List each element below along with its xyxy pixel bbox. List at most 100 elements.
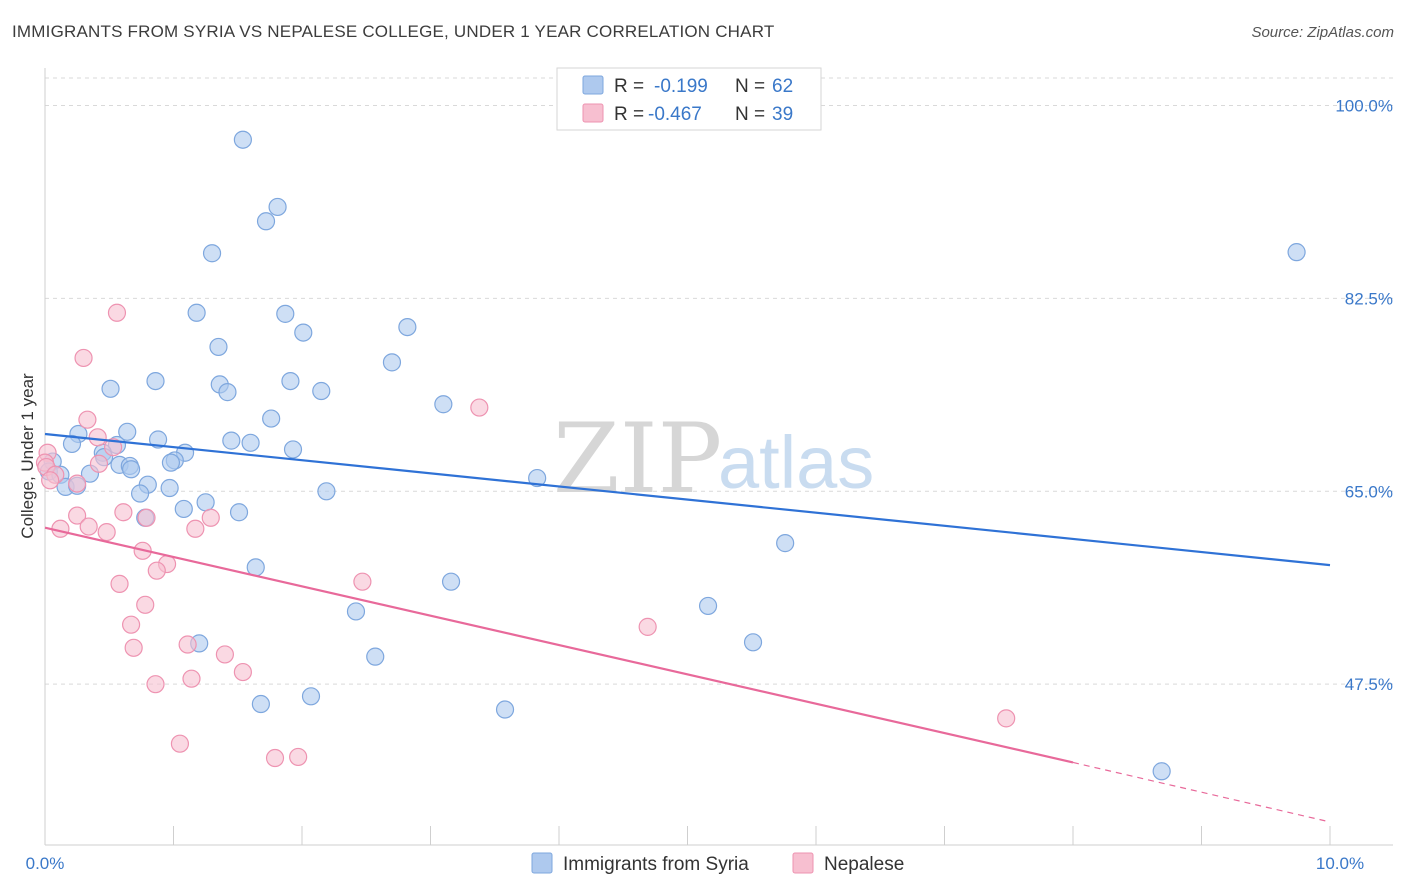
nepal-point <box>121 615 141 634</box>
legend-nepal-r-value: -0.467 <box>648 104 702 125</box>
legend-nepal-r-label: R = <box>614 104 644 125</box>
syria-point <box>528 468 547 488</box>
nepal-point <box>147 561 166 580</box>
syria-point <box>101 379 120 398</box>
nepal-point <box>233 662 252 682</box>
nepal-point <box>107 303 127 322</box>
nepal-trend-line <box>44 526 1074 764</box>
syria-point <box>161 453 181 472</box>
syria-point <box>233 130 252 149</box>
syria-point <box>218 383 237 402</box>
syria-point <box>398 317 417 337</box>
legend-syria-r-label: R = <box>614 76 644 97</box>
syria-point <box>209 337 228 357</box>
syria-point <box>130 484 150 503</box>
nepal-point <box>146 675 165 694</box>
x-tick-label-min: 0.0% <box>26 854 65 873</box>
nepal-point <box>68 506 87 525</box>
nepal-point <box>136 595 155 614</box>
syria-point <box>187 303 206 322</box>
legend-syria-swatch <box>582 75 604 95</box>
syria-point <box>174 499 193 519</box>
legend-nepal-n-value: 39 <box>772 104 793 125</box>
syria-point <box>62 434 82 454</box>
syria-point <box>283 440 303 459</box>
nepal-point <box>74 348 93 368</box>
syria-point <box>495 700 515 719</box>
bottom-legend-nepal-swatch <box>792 852 814 874</box>
nepal-point <box>289 747 308 767</box>
syria-point <box>1152 762 1171 781</box>
nepal-point <box>104 438 123 457</box>
nepal-point <box>78 410 97 429</box>
nepal-point <box>470 398 489 417</box>
nepal-point <box>89 454 109 473</box>
syria-point <box>262 409 281 428</box>
legend-nepal-swatch <box>582 103 604 123</box>
nepal-point <box>124 638 143 657</box>
nepal-point <box>97 522 116 542</box>
syria-point <box>441 572 461 591</box>
gridlines <box>45 77 1393 685</box>
syria-point <box>281 371 300 391</box>
syria-trend-line <box>44 432 1331 567</box>
legend-syria-n-label: N = <box>735 76 765 97</box>
nepal-point <box>638 617 657 636</box>
nepal-trend-extension <box>1072 761 1331 823</box>
syria-point <box>276 304 295 323</box>
nepal-point <box>178 635 197 654</box>
syria-point <box>346 602 366 621</box>
series-nepal-points <box>35 303 1016 768</box>
syria-point <box>229 503 249 522</box>
syria-point <box>434 395 453 414</box>
syria-point <box>241 433 260 452</box>
syria-point <box>743 633 763 652</box>
y-tick-labels: 47.5% 65.0% 82.5% 100.0% <box>1335 97 1393 695</box>
legend-syria-r-value: -0.199 <box>654 76 708 97</box>
syria-point <box>251 694 270 714</box>
syria-point <box>698 596 718 616</box>
syria-point <box>776 534 795 553</box>
syria-point <box>294 323 313 342</box>
syria-point <box>256 212 276 231</box>
source-label: Source: ZipAtlas.com <box>1251 24 1394 41</box>
nepal-point <box>182 669 201 688</box>
nepal-point <box>170 734 190 753</box>
bottom-legend: Immigrants from Syria Nepalese <box>531 852 904 875</box>
nepal-point <box>997 709 1016 728</box>
nepal-point <box>68 474 87 493</box>
bottom-legend-nepal-label: Nepalese <box>824 854 904 875</box>
x-tick-label-max: 10.0% <box>1316 854 1364 873</box>
syria-point <box>160 478 179 498</box>
y-axis-label: College, Under 1 year <box>18 373 37 539</box>
watermark-zip: ZIP <box>553 403 722 515</box>
nepal-point <box>215 645 234 664</box>
x-ticks <box>44 826 1331 845</box>
syria-point <box>121 460 141 479</box>
syria-point <box>301 687 321 706</box>
syria-point <box>1287 243 1306 262</box>
syria-point <box>196 493 215 512</box>
y-tick-label: 82.5% <box>1345 289 1393 308</box>
nepal-point <box>201 508 220 527</box>
syria-point <box>148 430 168 449</box>
syria-point <box>268 197 287 217</box>
nepal-point <box>265 748 285 768</box>
y-tick-label: 100.0% <box>1335 97 1393 116</box>
legend-nepal-n-label: N = <box>735 104 765 125</box>
syria-point <box>202 244 222 263</box>
top-legend: R = -0.199 N = 62 R = -0.467 N = 39 <box>556 67 822 131</box>
nepal-point <box>353 572 372 591</box>
watermark: ZIP atlas <box>553 403 874 515</box>
syria-point <box>246 558 265 577</box>
y-tick-label: 65.0% <box>1345 482 1393 501</box>
syria-point <box>146 371 165 391</box>
bottom-legend-syria-swatch <box>531 852 553 874</box>
watermark-atlas: atlas <box>718 421 874 504</box>
nepal-point <box>186 519 205 538</box>
nepal-point <box>41 471 60 490</box>
syria-point <box>317 482 336 501</box>
trend-lines <box>44 432 1331 823</box>
syria-point <box>118 422 137 441</box>
